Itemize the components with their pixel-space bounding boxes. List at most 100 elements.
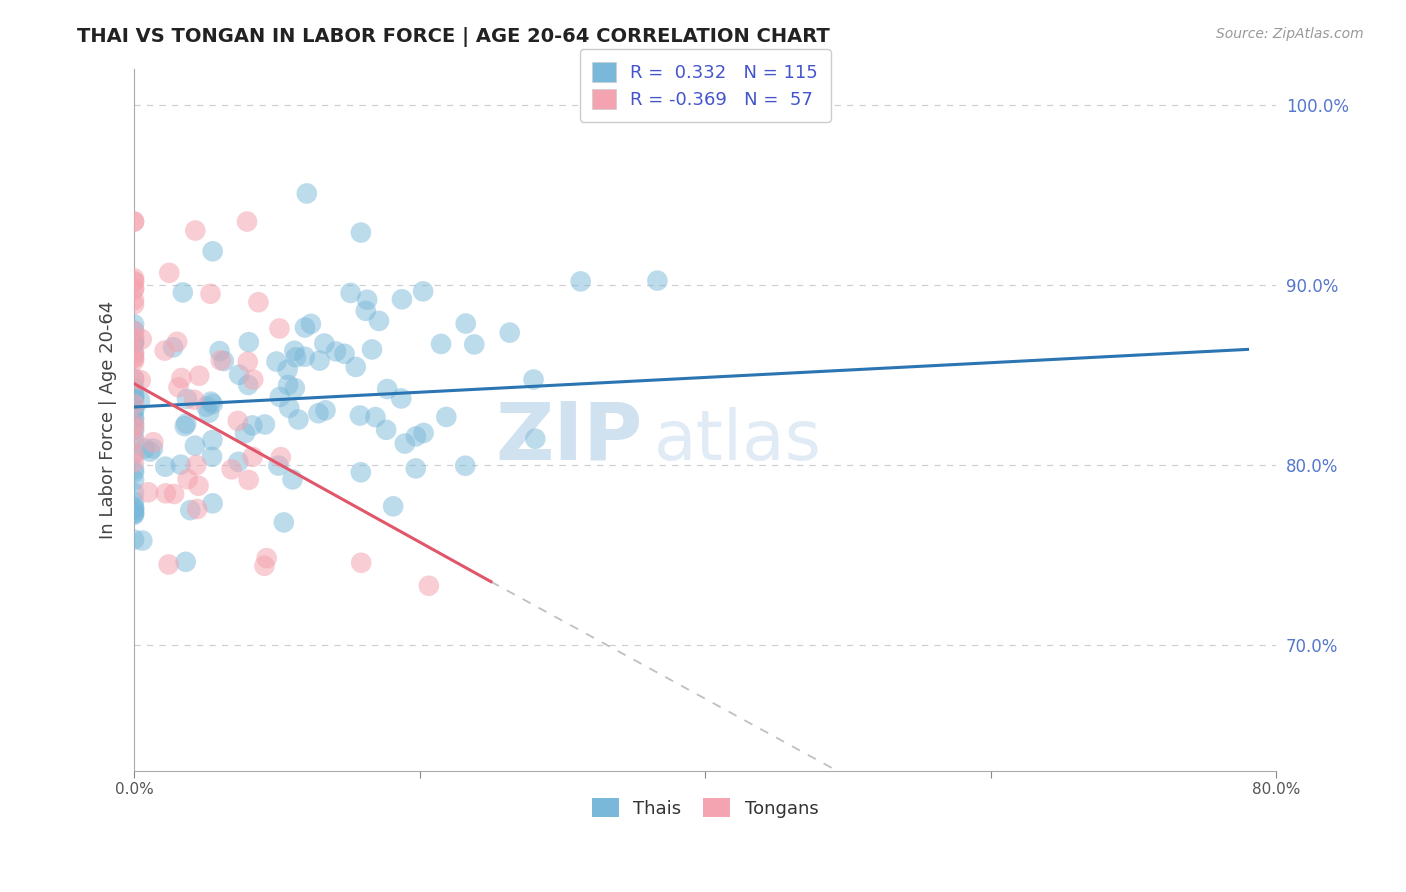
Point (172, 285, 194, 300)
Point (131, 533, 153, 548)
Point (314, 336, 336, 351)
Point (307, 406, 329, 420)
Point (412, 425, 434, 440)
Point (163, 487, 186, 501)
Point (139, 444, 162, 458)
Point (122, 372, 145, 386)
Point (122, 381, 145, 395)
Legend: Thais, Tongans: Thais, Tongans (585, 790, 825, 825)
Point (284, 351, 307, 365)
Point (122, 330, 145, 344)
Point (238, 473, 260, 487)
Point (170, 371, 193, 385)
Point (122, 324, 145, 338)
Point (361, 343, 384, 357)
Point (183, 392, 205, 407)
Point (284, 381, 307, 395)
Point (201, 433, 224, 447)
Point (122, 506, 145, 520)
Text: atlas: atlas (654, 407, 821, 475)
Point (294, 320, 316, 334)
Point (499, 326, 522, 340)
Point (122, 403, 145, 417)
Point (162, 340, 184, 354)
Point (294, 350, 316, 364)
Point (122, 424, 145, 438)
Point (167, 380, 190, 394)
Point (122, 412, 145, 426)
Point (236, 214, 259, 228)
Point (394, 436, 416, 450)
Point (283, 343, 305, 358)
Point (364, 410, 387, 425)
Point (122, 507, 145, 521)
Point (278, 401, 301, 415)
Point (129, 373, 152, 387)
Point (174, 417, 197, 431)
Point (266, 354, 288, 368)
Point (201, 496, 224, 510)
Point (122, 274, 145, 288)
Point (122, 397, 145, 411)
Point (122, 271, 145, 285)
Point (412, 285, 434, 299)
Point (122, 533, 145, 547)
Point (198, 406, 221, 420)
Point (122, 281, 145, 295)
Point (522, 373, 544, 387)
Point (122, 318, 145, 332)
Point (184, 223, 207, 237)
Point (356, 293, 378, 307)
Point (184, 439, 207, 453)
Point (157, 266, 180, 280)
Point (122, 501, 145, 516)
Text: THAI VS TONGAN IN LABOR FORCE | AGE 20-64 CORRELATION CHART: THAI VS TONGAN IN LABOR FORCE | AGE 20-6… (77, 27, 830, 46)
Point (122, 466, 145, 480)
Point (201, 244, 224, 259)
Point (247, 295, 270, 310)
Point (122, 351, 145, 365)
Point (242, 418, 264, 433)
Point (122, 391, 145, 405)
Point (233, 426, 256, 441)
Point (173, 419, 195, 434)
Point (389, 392, 412, 406)
Point (122, 351, 145, 365)
Point (269, 390, 291, 404)
Point (281, 472, 304, 486)
Point (209, 353, 232, 368)
Point (221, 462, 243, 476)
Point (208, 344, 231, 359)
Point (569, 274, 592, 288)
Point (201, 450, 224, 464)
Point (122, 336, 145, 351)
Point (176, 472, 198, 486)
Point (270, 450, 292, 465)
Point (226, 414, 249, 428)
Point (122, 485, 145, 500)
Point (122, 371, 145, 385)
Point (434, 409, 457, 424)
Point (349, 409, 371, 423)
Text: ZIP: ZIP (495, 398, 643, 476)
Point (242, 450, 264, 464)
Point (122, 447, 145, 461)
Point (454, 317, 477, 331)
Point (287, 412, 309, 426)
Point (136, 485, 159, 500)
Point (315, 403, 337, 417)
Point (142, 442, 165, 456)
Point (186, 502, 208, 516)
Point (122, 433, 145, 447)
Point (153, 343, 176, 358)
Point (242, 373, 264, 387)
Point (256, 551, 278, 566)
Point (157, 558, 180, 572)
Point (647, 274, 669, 288)
Point (122, 494, 145, 508)
Point (391, 293, 413, 307)
Point (350, 556, 373, 570)
Point (253, 417, 276, 432)
Point (122, 473, 145, 487)
Point (122, 508, 145, 522)
